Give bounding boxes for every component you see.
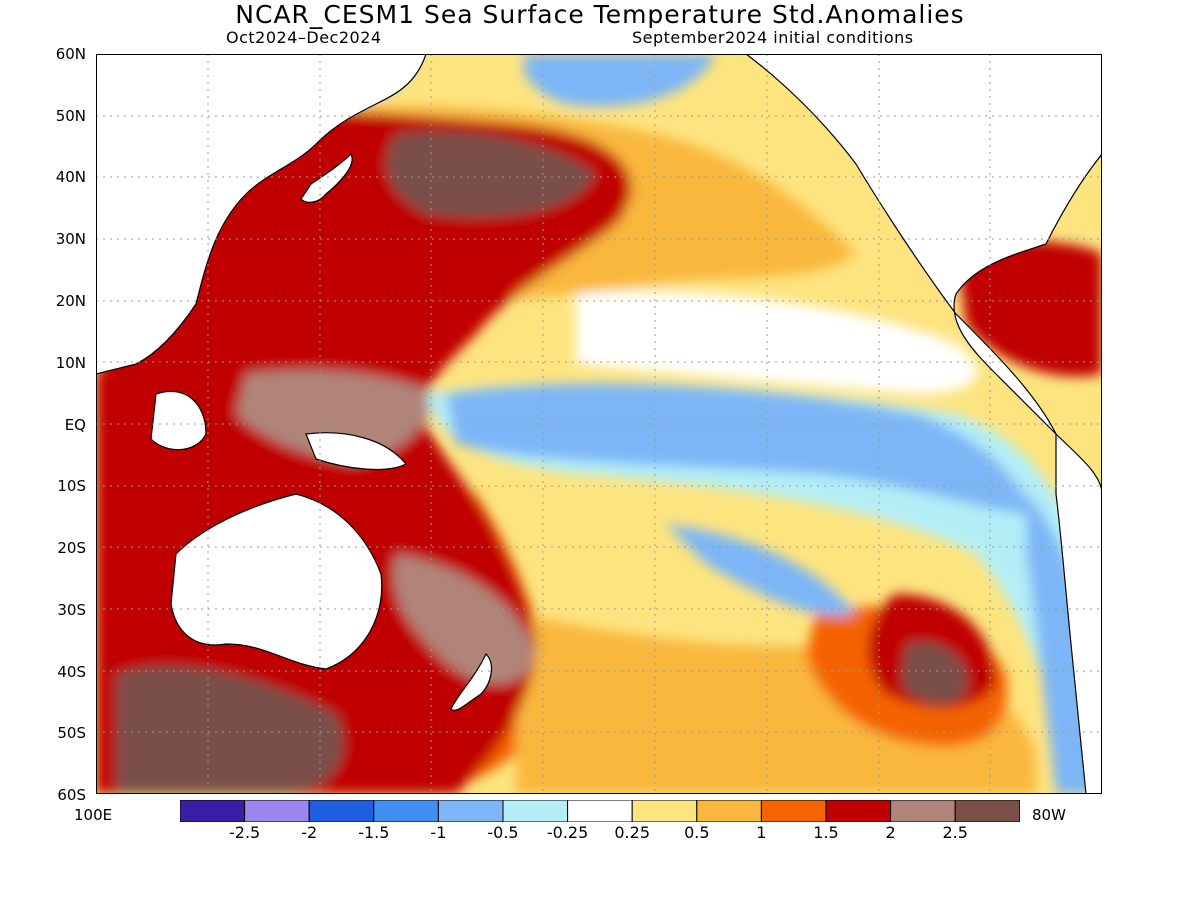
land-japan [300, 152, 353, 203]
map-frame [96, 54, 1102, 794]
colorbar-label: -0.5 [487, 823, 519, 842]
lat-label-60n: 60N [55, 45, 86, 63]
land-borneo [150, 390, 207, 451]
forecast-period: Oct2024–Dec2024 [226, 28, 382, 47]
colorbar-label: -2 [301, 823, 318, 842]
colorbar [180, 800, 1020, 822]
graticule [96, 54, 1102, 794]
lat-label-50s: 50S [57, 724, 86, 742]
colorbar-swatch [825, 800, 892, 822]
lat-label-20n: 20N [55, 292, 86, 310]
initial-conditions: September2024 initial conditions [632, 28, 914, 47]
colorbar-swatch [890, 800, 956, 822]
sst-anomaly-map [96, 54, 1102, 794]
anomaly-brown-philippine [236, 370, 436, 464]
colorbar-swatch [244, 800, 310, 822]
anomaly-brown-south [116, 666, 344, 794]
colorbar-label: 1.5 [813, 823, 839, 842]
colorbar-label: -1.5 [358, 823, 390, 842]
lat-label-20s: 20S [57, 539, 86, 557]
anomaly-red-caribbean [956, 239, 1102, 377]
land-new-zealand [450, 652, 493, 711]
land-new-guinea [305, 432, 407, 471]
colorbar-swatch [760, 800, 827, 822]
lat-label-60s: 60S [57, 786, 86, 804]
lat-label-50n: 50N [55, 107, 86, 125]
anomaly-brown-tasman [393, 554, 536, 684]
colorbar-swatch [696, 800, 762, 822]
map-title: NCAR_CESM1 Sea Surface Temperature Std.A… [235, 0, 965, 29]
colorbar-swatch [437, 800, 504, 822]
colorbar-swatch [502, 800, 569, 822]
land-south-america [1055, 432, 1102, 794]
lat-label-40n: 40N [55, 168, 86, 186]
colorbar-label: 0.25 [614, 823, 650, 842]
lon-label-100e: 100E [74, 806, 113, 824]
lat-label-30s: 30S [57, 601, 86, 619]
colorbar-swatch [631, 800, 698, 822]
colorbar-label: -2.5 [228, 823, 261, 842]
anomaly-blue-gulf-alaska [523, 54, 716, 107]
anomaly-brown-nepac [901, 642, 968, 705]
colorbar-label: -1 [430, 823, 447, 842]
colorbar-swatch [373, 800, 439, 822]
land-australia [170, 493, 383, 670]
anomaly-white-north-tropics [576, 291, 977, 394]
lon-label-80w: 80W [1032, 806, 1066, 824]
lat-label-30n: 30N [55, 230, 86, 248]
lat-label-40s: 40S [57, 663, 86, 681]
colorbar-label: -0.25 [546, 823, 589, 842]
colorbar-label: 1 [756, 823, 767, 842]
land-north-america [745, 54, 1102, 435]
lat-label-10n: 10N [55, 354, 86, 372]
colorbar-swatch [308, 800, 375, 822]
colorbar-swatch [180, 800, 246, 822]
lat-label-10s: 10S [57, 477, 86, 495]
lat-label-eq: EQ [64, 416, 86, 434]
anomaly-blue-cold-tongue [446, 383, 1036, 514]
colorbar-swatch [954, 800, 1020, 822]
land-asia [96, 54, 427, 375]
colorbar-label: 2 [885, 823, 896, 842]
colorbar-swatch [567, 800, 633, 822]
colorbar-label: 0.5 [684, 823, 710, 842]
colorbar-label: 2.5 [942, 823, 968, 842]
